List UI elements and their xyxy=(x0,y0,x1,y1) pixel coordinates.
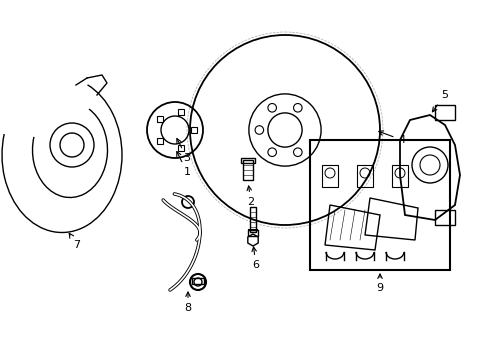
Bar xyxy=(178,145,183,151)
Bar xyxy=(356,165,372,187)
Bar xyxy=(321,165,337,187)
Text: 6: 6 xyxy=(251,247,259,270)
Text: 1: 1 xyxy=(177,152,190,177)
Bar xyxy=(243,160,252,180)
Text: 8: 8 xyxy=(184,292,191,313)
Bar xyxy=(178,109,183,115)
Bar xyxy=(241,158,254,163)
Bar xyxy=(247,230,258,236)
Text: 3: 3 xyxy=(177,139,190,163)
Bar xyxy=(309,140,449,270)
Text: 4: 4 xyxy=(378,131,405,145)
Bar xyxy=(249,207,256,232)
Bar xyxy=(191,127,197,133)
Bar xyxy=(434,105,454,120)
Bar xyxy=(156,116,163,122)
Bar xyxy=(434,210,454,225)
Bar xyxy=(192,278,203,284)
Bar xyxy=(156,138,163,144)
Text: 7: 7 xyxy=(69,233,81,250)
Text: 5: 5 xyxy=(431,90,447,112)
Bar xyxy=(391,165,407,187)
Text: 9: 9 xyxy=(376,274,383,293)
Text: 2: 2 xyxy=(246,186,254,207)
